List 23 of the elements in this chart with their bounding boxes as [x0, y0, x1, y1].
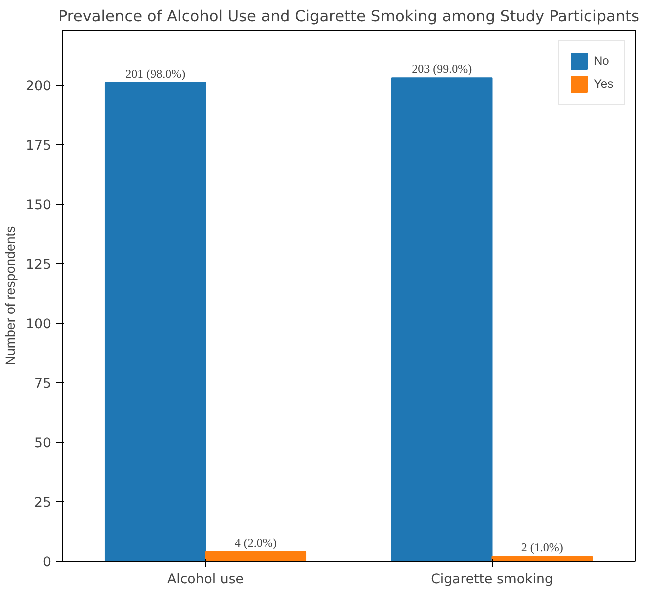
data-label: 4 (2.0%)	[234, 536, 277, 550]
y-tick-label: 200	[26, 79, 52, 94]
y-axis-title: Number of respondents	[3, 226, 18, 366]
chart-title: Prevalence of Alcohol Use and Cigarette Smoking among Study Participants	[58, 8, 640, 26]
bar	[391, 78, 493, 562]
y-tick-label: 125	[26, 258, 52, 273]
y-tick-label: 75	[34, 376, 52, 392]
legend-label: Yes	[594, 77, 614, 91]
bar	[492, 556, 594, 562]
bar	[104, 82, 206, 562]
x-tick-label: Alcohol use	[168, 572, 244, 588]
y-tick-label: 50	[34, 436, 52, 452]
y-tick-label: 25	[34, 496, 52, 511]
data-label: 203 (99.0%)	[412, 62, 472, 76]
data-label: 2 (1.0%)	[521, 540, 564, 555]
data-label: 201 (98.0%)	[126, 66, 186, 81]
bar	[205, 551, 307, 562]
y-tick-label: 175	[26, 138, 52, 154]
x-tick-label: Cigarette smoking	[431, 572, 554, 588]
y-tick-label: 100	[26, 317, 52, 332]
y-tick-label: 150	[26, 198, 52, 214]
legend-label: No	[594, 54, 610, 68]
y-tick-label: 0	[43, 556, 52, 570]
